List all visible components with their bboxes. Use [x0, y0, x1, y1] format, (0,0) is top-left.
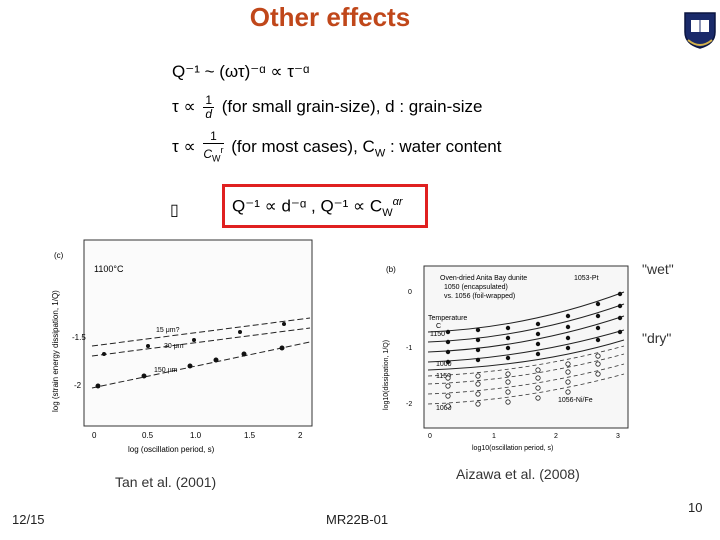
left-xtick-5: 2 [298, 431, 303, 440]
right-tag-top: 1053-Pt [574, 275, 599, 282]
eq3-den-sub: W [212, 153, 221, 164]
result-text: Q⁻¹ ∝ d⁻ᵅ , Q⁻¹ ∝ C [232, 196, 383, 216]
right-dashed-curves [427, 345, 625, 405]
left-ylabel: log (strain energy dissipation, 1/Q) [51, 290, 60, 412]
left-xtick-2: 0.5 [142, 431, 154, 440]
slide-date: 12/15 [12, 512, 45, 527]
right-legend-2: 1050 (encapsulated) [444, 284, 508, 291]
right-ytick-3: -2 [406, 401, 412, 408]
left-series-label-2: 30 μm [164, 343, 184, 350]
right-xlabel: log10(oscillation period, s) [472, 445, 553, 452]
result-equation: Q⁻¹ ∝ d⁻ᵅ , Q⁻¹ ∝ CWαr [232, 196, 403, 219]
left-series-15um [91, 317, 311, 347]
left-plot-caption: Tan et al. (2001) [115, 474, 217, 490]
dry-label: "dry" [642, 330, 672, 346]
wet-label: "wet" [642, 261, 674, 277]
eq3-den-sup: r [220, 145, 224, 155]
equation-water-content: τ ∝ 1 CWr (for most cases), CW : water c… [172, 130, 501, 165]
right-filled-points [445, 291, 623, 365]
left-plot: 1100°C (c) log (strain energy dissipatio… [51, 239, 313, 454]
eq2-fraction: 1 d [203, 93, 215, 121]
eq2-numerator: 1 [203, 93, 215, 108]
equation-grain-size: τ ∝ 1 d (for small grain-size), d : grai… [172, 94, 483, 121]
slide-page-number: 10 [688, 500, 703, 515]
right-open-points [445, 353, 601, 409]
eq2-prefix: τ ∝ [172, 96, 196, 116]
left-panel-tag: (c) [54, 251, 64, 260]
right-legend-1: Oven-dried Anita Bay dunite [440, 275, 527, 282]
right-xtick-1: 0 [428, 433, 432, 440]
right-tag-bottom: 1056-Ni/Fe [558, 397, 593, 404]
right-temp-2: 1000 [436, 361, 452, 368]
left-xtick-4: 1.5 [244, 431, 256, 440]
left-xtick-1: 0 [92, 431, 97, 440]
slide-title: Other effects [249, 2, 411, 32]
eq3-text-sub: W [374, 147, 386, 160]
university-crest-icon [684, 12, 716, 49]
right-plot: (b) Oven-dried Anita Bay dunite 1050 (en… [383, 265, 629, 452]
equation-q-inverse: Q⁻¹ ~ (ωτ)⁻ᵅ ∝ τ⁻ᵅ [172, 62, 310, 81]
eq2-denominator: d [205, 107, 213, 121]
result-sub: W [382, 207, 393, 220]
left-ytick-1: -1.5 [72, 333, 86, 342]
left-temp: 1100°C [94, 264, 124, 274]
eq3-fraction: 1 CWr [203, 130, 224, 165]
result-sup: αr [392, 196, 403, 208]
right-temp-3: 1150 [436, 373, 451, 380]
right-temp-unit: C [436, 323, 441, 330]
right-fit-curves [427, 291, 625, 371]
right-temp-4: 1000 [436, 405, 452, 412]
right-temp-label: Temperature [428, 315, 467, 322]
eq2-text: (for small grain-size), d : grain-size [221, 96, 483, 116]
eq3-text-tail: : water content [385, 137, 502, 157]
right-ytick-1: 0 [408, 289, 412, 296]
right-ytick-2: -1 [406, 345, 412, 352]
left-ytick-2: -2 [74, 381, 82, 390]
eq3-prefix: τ ∝ [172, 137, 196, 157]
right-temp-1: 1150 [430, 331, 445, 338]
left-xtick-3: 1.0 [190, 431, 202, 440]
left-series-label-3: 150 μm [154, 367, 178, 374]
right-legend-3: vs. 1056 (foil-wrapped) [444, 293, 515, 300]
left-series-30um [91, 327, 311, 357]
right-plot-caption: Aizawa et al. (2008) [456, 466, 580, 482]
result-box [222, 184, 428, 228]
right-plot-frame [423, 265, 629, 429]
left-data-points [95, 322, 286, 389]
right-xtick-2: 1 [492, 433, 496, 440]
right-xtick-4: 3 [616, 433, 620, 440]
right-xtick-3: 2 [554, 433, 558, 440]
eq3-text: (for most cases), C [231, 137, 375, 157]
right-panel-tag: (b) [386, 265, 396, 274]
left-series-150um [91, 341, 311, 389]
left-series-label-1: 15 μm? [156, 327, 180, 334]
right-ylabel: log10(dissipation, 1/Q) [383, 340, 390, 410]
eq3-numerator: 1 [203, 130, 224, 144]
slide-code: MR22B-01 [326, 512, 389, 527]
eq3-den-c: C [203, 147, 212, 161]
eq3-denominator: CWr [203, 144, 223, 165]
bullet-marker: ▯ [170, 202, 179, 219]
left-xlabel: log (oscillation period, s) [128, 445, 215, 454]
